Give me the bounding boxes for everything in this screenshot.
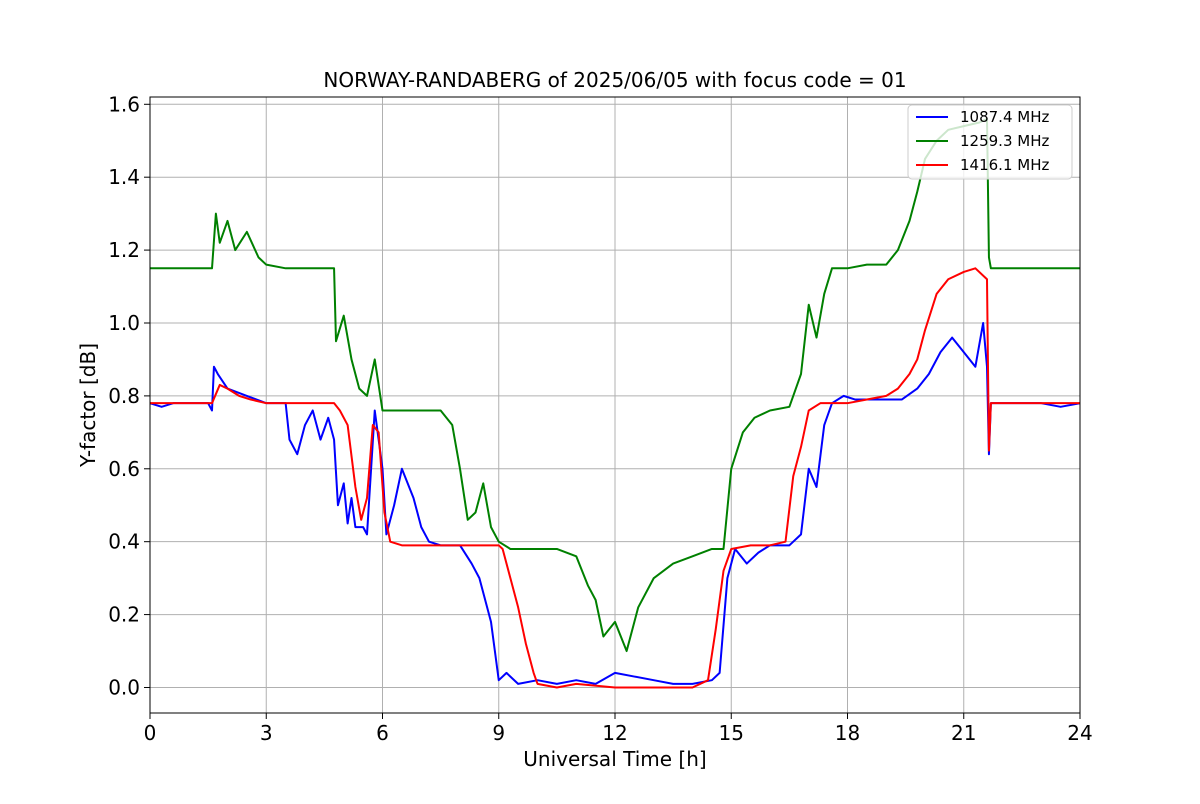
x-tick-label: 12 — [602, 721, 627, 745]
series-line-1259-3 — [150, 117, 1080, 653]
x-tick-label: 6 — [376, 721, 389, 745]
y-tick-label: 0.6 — [108, 457, 140, 481]
x-tick-label: 3 — [260, 721, 273, 745]
legend-label-1259: 1259.3 MHz — [960, 132, 1049, 150]
x-tick-label: 9 — [492, 721, 505, 745]
legend-label-1416: 1416.1 MHz — [960, 156, 1049, 174]
series-line-1416-1 — [150, 267, 1080, 689]
tick-layer: 0 3 6 9 12 15 18 21 24 0.0 0.2 0.4 0.6 0.8 1.0 1.2 1.4 1.… — [108, 92, 1093, 745]
x-tick-label: 0 — [144, 721, 157, 745]
legend-label-1087: 1087.4 MHz — [960, 108, 1049, 126]
y-tick-label: 0.0 — [108, 675, 140, 699]
x-tick-label: 15 — [719, 721, 744, 745]
x-axis-label: Universal Time [h] — [523, 747, 706, 771]
chart-title: NORWAY-RANDABERG of 2025/06/05 with focu… — [323, 68, 906, 92]
legend-frame — [907, 104, 1073, 180]
y-axis-label: Y-factor [dB] — [76, 343, 100, 468]
y-tick-label: 1.6 — [108, 92, 140, 116]
y-tick-label: 0.4 — [108, 530, 140, 554]
y-tick-label: 1.4 — [108, 165, 140, 189]
x-tick-label: 24 — [1067, 721, 1092, 745]
series-line-1087-4 — [150, 321, 1080, 685]
x-tick-label: 18 — [835, 721, 860, 745]
y-tick-label: 0.8 — [108, 384, 140, 408]
legend: 1087.4 MHz 1259.3 MHz 1416.1 MHz — [907, 104, 1073, 180]
y-tick-label: 1.0 — [108, 311, 140, 335]
x-tick-label: 21 — [951, 721, 976, 745]
y-tick-label: 0.2 — [108, 603, 140, 627]
y-tick-label: 1.2 — [108, 238, 140, 262]
series-layer — [150, 117, 1080, 689]
